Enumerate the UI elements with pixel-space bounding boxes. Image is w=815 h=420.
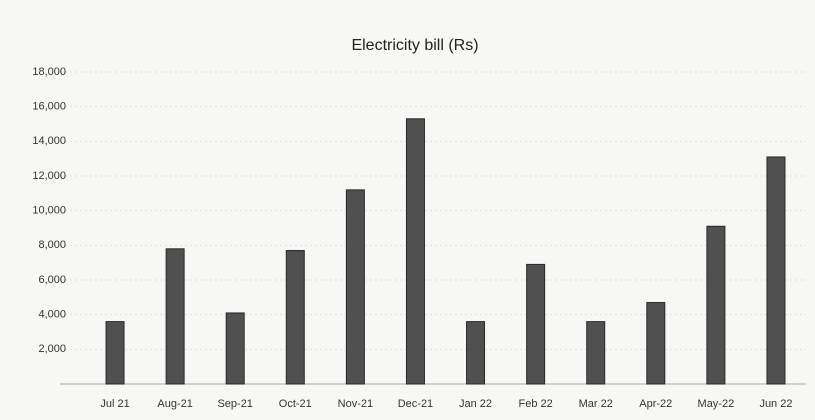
x-tick-label: Sep-21 — [217, 398, 252, 410]
x-tick-label: Aug-21 — [157, 398, 192, 410]
bar — [165, 248, 185, 385]
x-tick-label: Dec-21 — [398, 398, 433, 410]
y-tick-label: 10,000 — [32, 205, 66, 217]
x-tick-label: May-22 — [698, 398, 735, 410]
y-tick-label: 12,000 — [32, 170, 66, 182]
x-tick-label: Jan 22 — [459, 398, 492, 410]
bar — [466, 321, 486, 385]
y-tick-label: 4,000 — [38, 309, 66, 321]
chart-title: Electricity bill (Rs) — [351, 37, 478, 54]
bar — [526, 263, 546, 385]
x-tick-label: Mar 22 — [579, 398, 613, 410]
bar — [105, 321, 125, 385]
y-tick-label: 16,000 — [32, 101, 66, 113]
x-tick-label: Nov-21 — [338, 398, 373, 410]
y-tick-label: 14,000 — [32, 135, 66, 147]
bar — [345, 189, 365, 385]
y-tick-label: 8,000 — [38, 239, 66, 251]
x-tick-label: Feb 22 — [519, 398, 553, 410]
bar — [225, 312, 245, 385]
x-tick-label: Apr-22 — [639, 398, 672, 410]
y-tick-label: 2,000 — [38, 343, 66, 355]
bar — [766, 156, 786, 385]
x-tick-label: Jul 21 — [100, 398, 129, 410]
bar — [586, 321, 606, 385]
y-tick-label: 18,000 — [32, 66, 66, 78]
bar — [646, 302, 666, 385]
bar — [706, 225, 726, 385]
bar — [405, 118, 425, 385]
x-tick-label: Oct-21 — [279, 398, 312, 410]
x-tick-label: Jun 22 — [759, 398, 792, 410]
y-tick-label: 6,000 — [38, 274, 66, 286]
bar — [285, 250, 305, 385]
